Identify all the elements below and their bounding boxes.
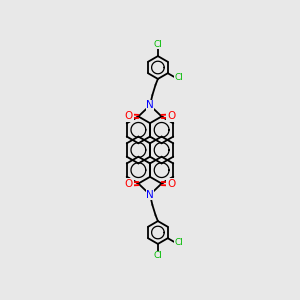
Text: N: N	[146, 100, 154, 110]
Text: Cl: Cl	[154, 40, 162, 49]
Text: Cl: Cl	[174, 238, 183, 247]
Text: N: N	[146, 190, 154, 200]
Text: O: O	[125, 111, 133, 121]
Text: O: O	[167, 179, 175, 189]
Text: Cl: Cl	[154, 251, 162, 260]
Text: O: O	[125, 179, 133, 189]
Text: Cl: Cl	[174, 73, 183, 82]
Text: O: O	[167, 111, 175, 121]
